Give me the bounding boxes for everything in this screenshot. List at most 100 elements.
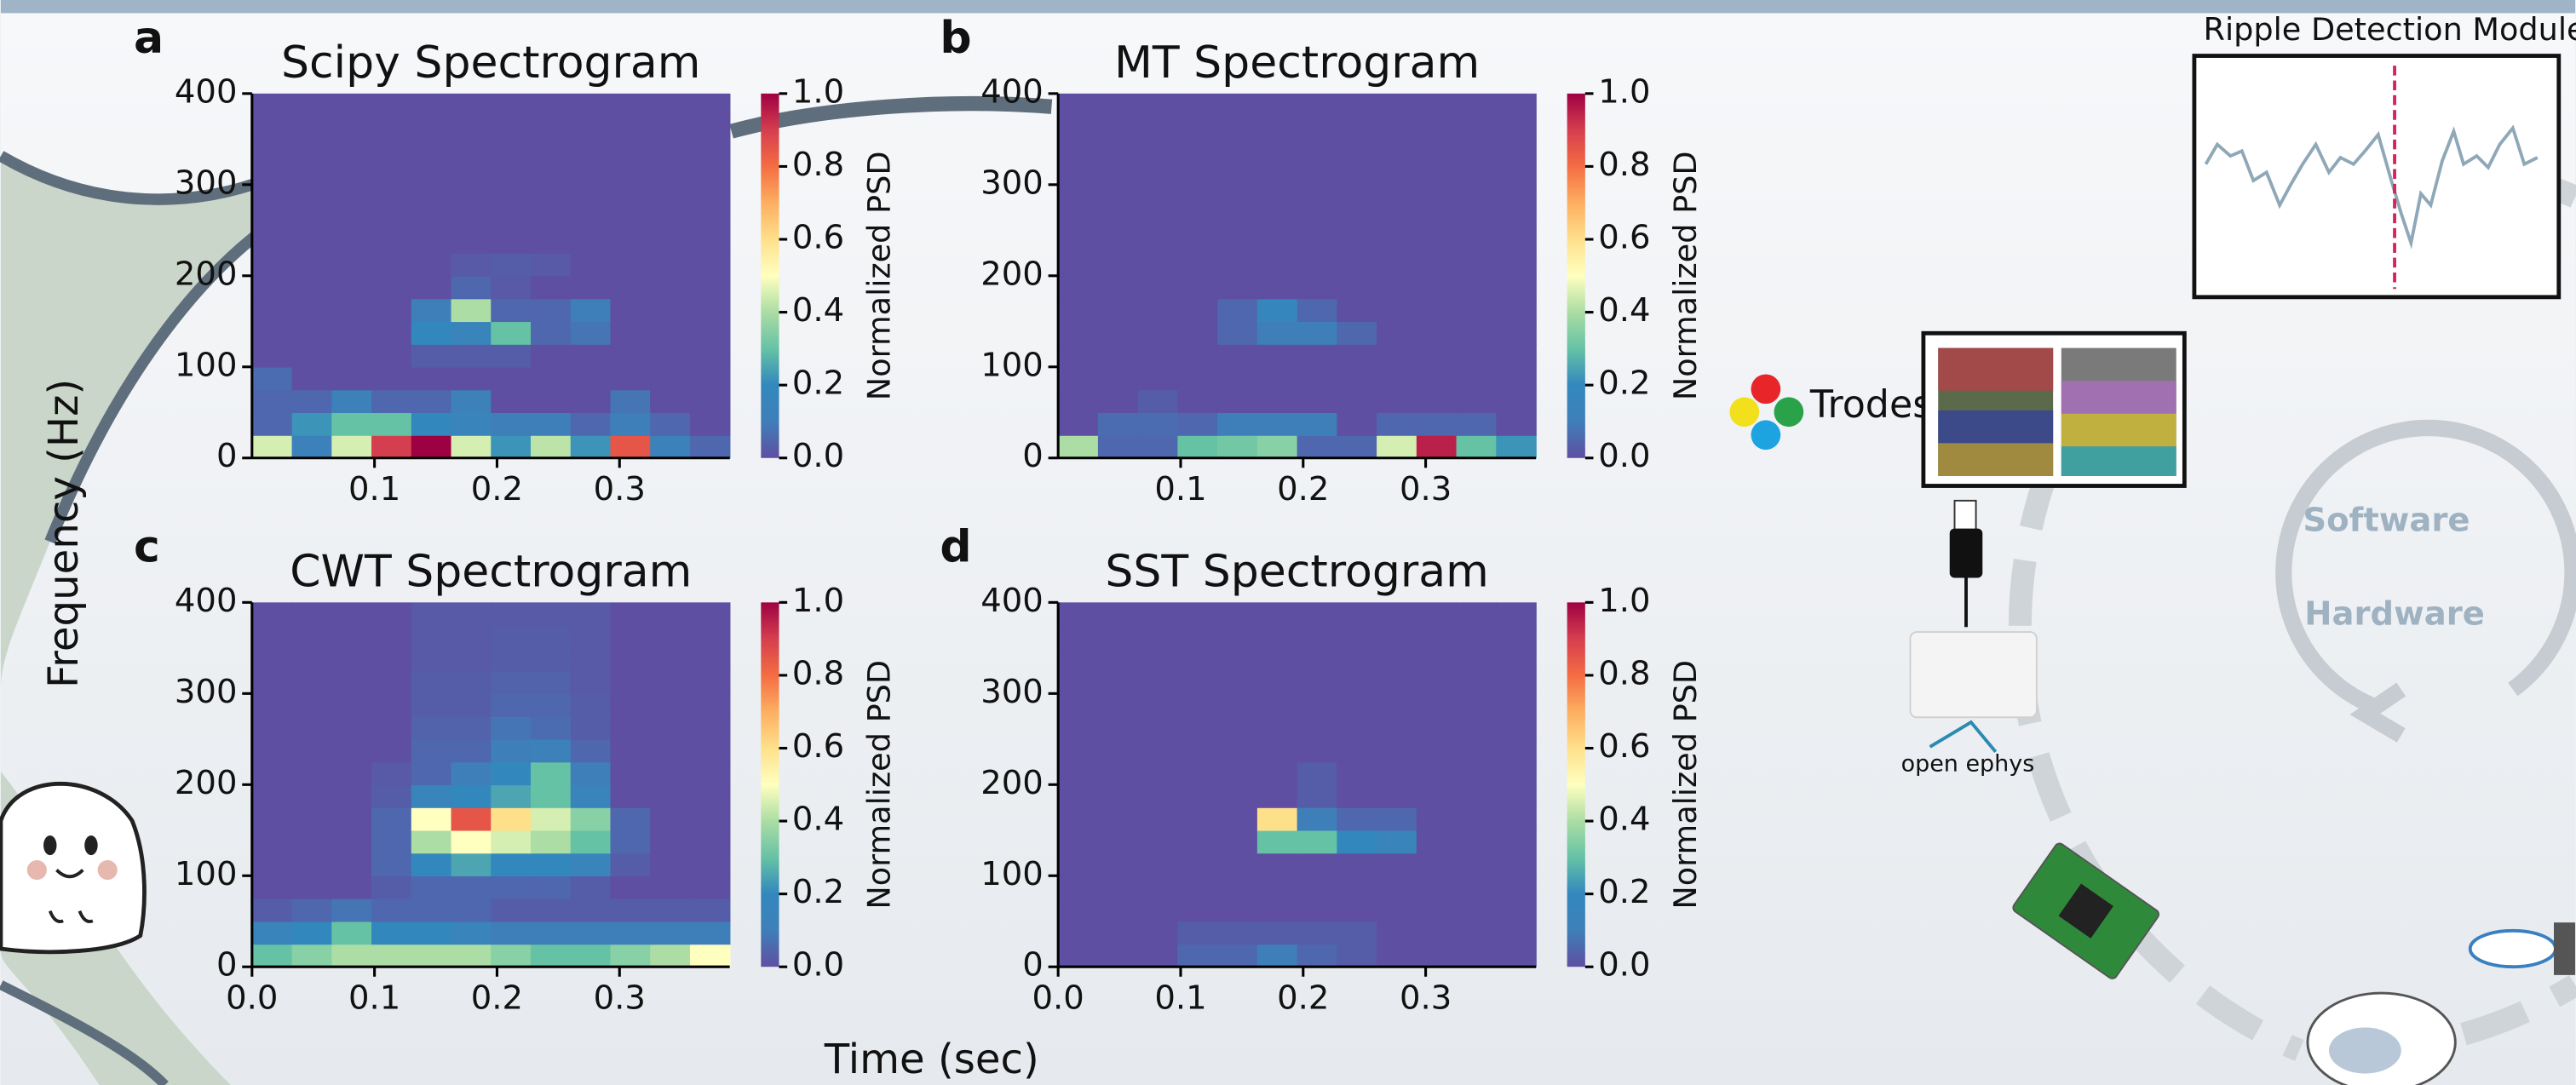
heatmap-cell (570, 162, 612, 186)
heatmap-cell (1097, 875, 1139, 899)
heatmap-cell (1137, 162, 1179, 186)
heatmap-cell (650, 298, 691, 323)
heatmap-cell (251, 716, 293, 740)
heatmap-cell (291, 875, 333, 899)
heatmap-cell (1456, 738, 1498, 763)
heatmap-cell (1456, 230, 1498, 254)
heatmap-cell (570, 625, 612, 649)
heatmap-cell (491, 898, 532, 922)
heatmap-cell (1337, 625, 1377, 649)
heatmap-cell (411, 139, 452, 163)
heatmap-cell (689, 944, 731, 967)
heatmap-cell (1097, 162, 1139, 186)
heatmap-cell (689, 184, 731, 209)
heatmap-cell (689, 139, 731, 163)
heatmap-cell (1217, 434, 1258, 459)
heatmap-cell (291, 139, 333, 163)
heatmap-cell (1297, 693, 1338, 717)
heatmap-cell (610, 693, 651, 717)
module-title: Ripple Detection Module (2204, 11, 2576, 48)
heatmap-cell (1256, 625, 1298, 649)
heatmap-cell (291, 761, 333, 786)
heatmap-cell (451, 162, 492, 186)
heatmap-cell (1097, 898, 1139, 922)
heatmap-cell (371, 116, 412, 141)
heatmap-cell (371, 761, 412, 786)
heatmap-cell (1337, 298, 1377, 323)
heatmap-cell (331, 412, 372, 436)
heatmap-cell (1177, 230, 1218, 254)
heatmap-cell (1058, 321, 1099, 345)
heatmap-cell (1377, 852, 1417, 877)
heatmap-cell (1137, 647, 1179, 672)
heatmap-cell (1456, 162, 1498, 186)
heatmap-cell (1058, 275, 1099, 300)
heatmap-cell (1177, 761, 1218, 786)
heatmap-cell (610, 298, 651, 323)
heatmap-cell (331, 875, 372, 899)
heatmap-cell (1297, 253, 1338, 277)
heatmap-cell (650, 230, 691, 254)
heatmap-cell (1137, 784, 1179, 808)
heatmap-cell (251, 207, 293, 232)
heatmap-cell (650, 716, 691, 740)
heatmap-cell (1137, 253, 1179, 277)
chart-title: SST Spectrogram (1105, 547, 1488, 598)
heatmap-cell (1177, 366, 1218, 391)
heatmap-cell (411, 412, 452, 436)
heatmap-cell (1177, 139, 1218, 163)
heatmap-cell (451, 298, 492, 323)
heatmap-cell (411, 830, 452, 854)
heatmap-cell (1097, 830, 1139, 854)
heatmap-cell (1177, 93, 1218, 118)
heatmap-cell (1256, 230, 1298, 254)
heatmap-cell (251, 253, 293, 277)
heatmap-cell (1217, 602, 1258, 626)
heatmap-cell (610, 944, 651, 967)
heatmap-cell (1456, 761, 1498, 786)
heatmap-cell (1337, 434, 1377, 459)
heatmap-cell (371, 275, 412, 300)
x-tick-label: 0.3 (594, 470, 646, 508)
heatmap-cell (1137, 434, 1179, 459)
heatmap-cell (1256, 298, 1298, 323)
heatmap-cell (1137, 184, 1179, 209)
software-label: Software (2303, 501, 2470, 539)
heatmap-cell (371, 93, 412, 118)
chart-title: MT Spectrogram (1114, 37, 1480, 89)
heatmap-cell (530, 898, 572, 922)
heatmap-cell (1456, 830, 1498, 854)
heatmap-cell (530, 298, 572, 323)
x-tick-label: 0.1 (348, 979, 400, 1017)
heatmap-cell (689, 275, 731, 300)
heatmap-cell (530, 693, 572, 717)
heatmap-cell (331, 807, 372, 831)
heatmap-cell (1456, 898, 1498, 922)
heatmap-cell (371, 602, 412, 626)
heatmap-cell (1097, 434, 1139, 459)
heatmap-cell (1496, 184, 1537, 209)
heatmap-cell (1217, 625, 1258, 649)
y-tick-label: 300 (175, 164, 238, 202)
heatmap-cell (251, 321, 293, 345)
heatmap-cell (411, 670, 452, 695)
heatmap-cell (1377, 116, 1417, 141)
heatmap-cell (1496, 321, 1537, 345)
heatmap-cell (291, 944, 333, 967)
heatmap-cell (491, 366, 532, 391)
heatmap-cell (1097, 716, 1139, 740)
heatmap-cell (1058, 298, 1099, 323)
colorbar-tick-label: 0.2 (792, 365, 844, 403)
heatmap-cell (530, 275, 572, 300)
heatmap-cell (610, 875, 651, 899)
heatmap-cell (451, 366, 492, 391)
heatmap-cell (1496, 852, 1537, 877)
heatmap-cell (331, 625, 372, 649)
heatmap-cell (491, 716, 532, 740)
heatmap-cell (1137, 830, 1179, 854)
heatmap-cell (451, 944, 492, 967)
heatmap-cell (491, 207, 532, 232)
heatmap-cell (1416, 875, 1458, 899)
heatmap-cell (1416, 389, 1458, 414)
heatmap-cell (1058, 625, 1099, 649)
